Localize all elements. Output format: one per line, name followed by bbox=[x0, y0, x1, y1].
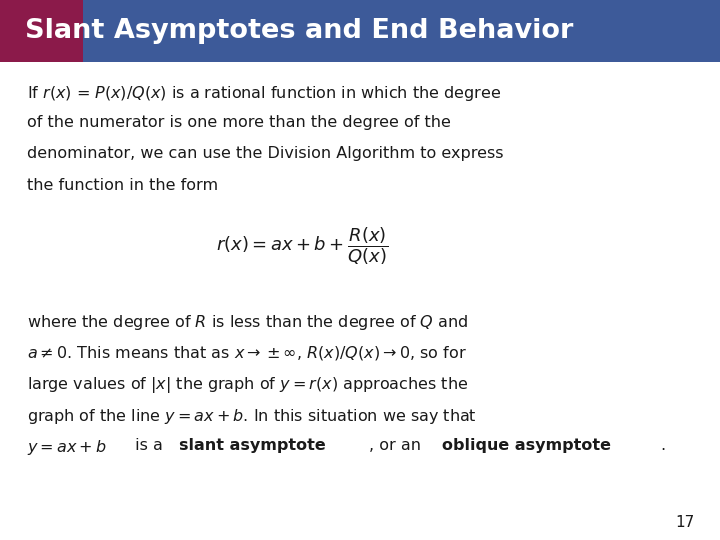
Bar bbox=[0, 0, 83, 62]
Text: oblique asymptote: oblique asymptote bbox=[443, 438, 611, 453]
Text: If $r(x)$ = $P(x)/Q(x)$ is a rational function in which the degree: If $r(x)$ = $P(x)/Q(x)$ is a rational fu… bbox=[27, 84, 501, 103]
Text: $r(x) = ax + b + \dfrac{R(x)}{Q(x)}$: $r(x) = ax + b + \dfrac{R(x)}{Q(x)}$ bbox=[216, 225, 389, 267]
Text: graph of the line $y = ax + b$. In this situation we say that: graph of the line $y = ax + b$. In this … bbox=[27, 407, 477, 426]
Text: $a \neq 0$. This means that as $x \rightarrow \pm\infty$, $R(x)/Q(x) \rightarrow: $a \neq 0$. This means that as $x \right… bbox=[27, 344, 467, 362]
Bar bbox=[0, 0, 720, 62]
Text: where the degree of $R$ is less than the degree of $Q$ and: where the degree of $R$ is less than the… bbox=[27, 313, 469, 332]
Text: slant asymptote: slant asymptote bbox=[179, 438, 326, 453]
Text: , or an: , or an bbox=[369, 438, 426, 453]
Text: denominator, we can use the Division Algorithm to express: denominator, we can use the Division Alg… bbox=[27, 146, 504, 161]
Text: 17: 17 bbox=[675, 515, 695, 530]
Text: the function in the form: the function in the form bbox=[27, 178, 218, 193]
Text: is a: is a bbox=[130, 438, 168, 453]
Text: Slant Asymptotes and End Behavior: Slant Asymptotes and End Behavior bbox=[25, 18, 574, 44]
Text: .: . bbox=[660, 438, 666, 453]
Text: $y = ax + b$: $y = ax + b$ bbox=[27, 438, 107, 457]
Text: large values of $|x|$ the graph of $y = r(x)$ approaches the: large values of $|x|$ the graph of $y = … bbox=[27, 375, 469, 395]
Text: of the numerator is one more than the degree of the: of the numerator is one more than the de… bbox=[27, 115, 451, 130]
